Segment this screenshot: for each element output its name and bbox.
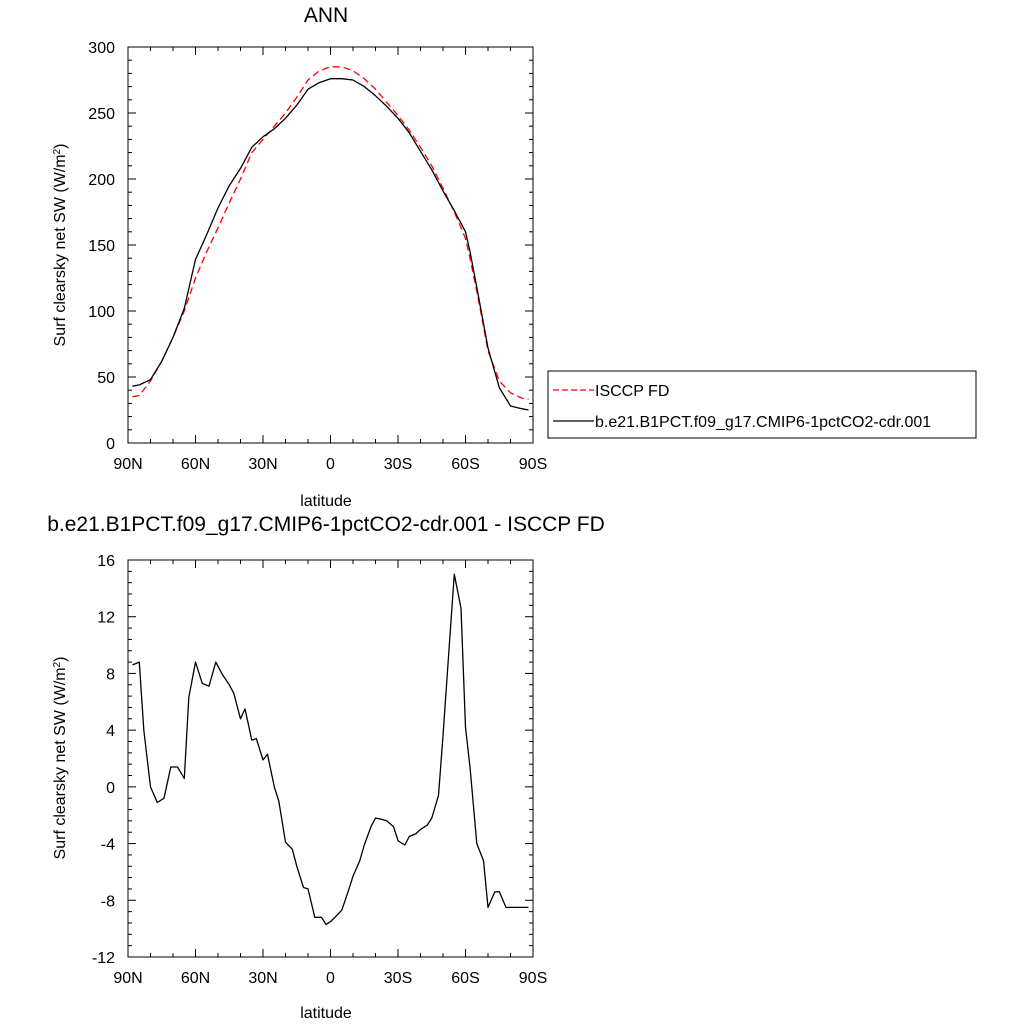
x-tick-label: 0 [326, 970, 335, 987]
x-axis-label: latitude [300, 493, 352, 510]
y-tick-label: 0 [106, 780, 115, 797]
x-tick-label: 60N [181, 456, 210, 473]
y-tick-label: 50 [97, 370, 115, 387]
plot-frame [127, 559, 534, 958]
y-axis-label-sup: 2 [52, 661, 63, 667]
plot-area: 90N 60N 30N 0 30S 60S 90S 0 50 100 150 200 250 300 [88, 40, 547, 473]
x-tick-label: 60S [451, 456, 479, 473]
y-tick-label: 8 [106, 666, 115, 683]
x-tick-label: 90S [519, 970, 547, 987]
y-tick-label: 150 [88, 238, 115, 255]
x-tick-label: 90S [519, 456, 547, 473]
x-tick-label: 30N [248, 456, 277, 473]
y-tick-label: -8 [101, 893, 115, 910]
legend: ISCCP FD b.e21.B1PCT.f09_g17.CMIP6-1pctC… [547, 370, 977, 439]
y-tick-label: 4 [106, 723, 115, 740]
y-axis-label-close: ) [52, 657, 69, 662]
y-axis-label-close: ) [52, 144, 69, 149]
y-axis-label-main: Surf clearsky net SW (W/m [52, 667, 69, 859]
y-tick-label: 300 [88, 40, 115, 57]
chart-difference: b.e21.B1PCT.f09_g17.CMIP6-1pctCO2-cdr.00… [47, 513, 605, 1022]
y-axis-label: Surf clearsky net SW (W/m2) [52, 657, 70, 860]
y-tick-label: 12 [97, 610, 115, 627]
legend-box [547, 370, 977, 439]
y-tick-label: -4 [101, 837, 115, 854]
series-line-1 [132, 78, 529, 411]
chart-title: ANN [304, 4, 348, 27]
y-tick-label: 200 [88, 172, 115, 189]
plot-frame [127, 46, 534, 444]
x-tick-label: 90N [113, 970, 142, 987]
x-tick-label: 30N [248, 970, 277, 987]
x-axis-label: latitude [300, 1005, 352, 1022]
y-tick-label: 16 [97, 553, 115, 570]
plot-area: 90N 60N 30N 0 30S 60S 90S -12 -8 -4 0 4 8 12 16 [92, 553, 547, 987]
y-axis-label-sup: 2 [52, 148, 63, 154]
y-tick-label: 250 [88, 106, 115, 123]
chart-annual: ANN 90N 60N 30N 0 30S 60S 90S 0 50 100 150 200 250 30… [52, 4, 977, 510]
legend-label-model: b.e21.B1PCT.f09_g17.CMIP6-1pctCO2-cdr.00… [595, 414, 931, 431]
x-tick-label: 30S [384, 970, 412, 987]
x-tick-label: 60S [451, 970, 479, 987]
y-tick-label: 100 [88, 304, 115, 321]
x-tick-label: 0 [326, 456, 335, 473]
x-tick-label: 60N [181, 970, 210, 987]
x-tick-label: 30S [384, 456, 412, 473]
x-tick-label: 90N [113, 456, 142, 473]
legend-label-isccp: ISCCP FD [595, 383, 669, 400]
y-tick-label: 0 [106, 436, 115, 453]
chart-title: b.e21.B1PCT.f09_g17.CMIP6-1pctCO2-cdr.00… [47, 513, 605, 536]
y-axis-label-main: Surf clearsky net SW (W/m [52, 154, 69, 346]
y-axis-label: Surf clearsky net SW (W/m2) [52, 144, 70, 347]
series-line-0 [132, 66, 529, 401]
series-line-0 [132, 573, 529, 926]
y-tick-label: -12 [92, 950, 115, 967]
